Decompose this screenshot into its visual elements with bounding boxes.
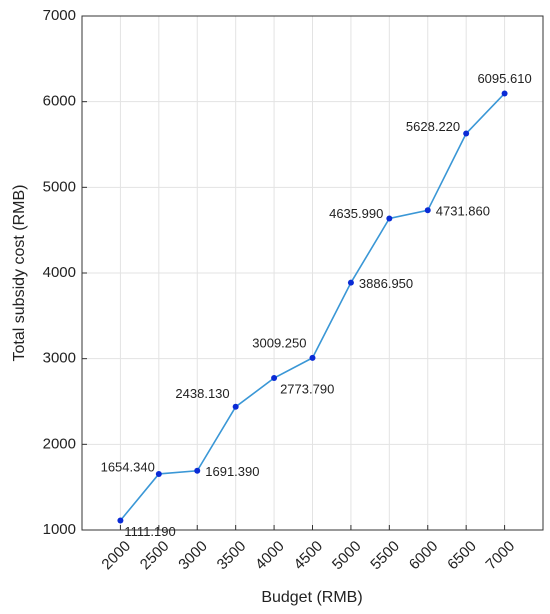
y-tick-label: 3000	[43, 350, 76, 367]
data-point	[271, 375, 278, 382]
data-point	[155, 470, 162, 477]
data-label: 1111.190	[124, 524, 175, 539]
y-axis-label: Total subsidy cost (RMB)	[11, 185, 28, 362]
data-label: 2773.790	[280, 381, 334, 396]
data-label: 2438.130	[175, 386, 229, 401]
data-point	[424, 207, 431, 214]
data-label: 3886.950	[359, 276, 413, 291]
data-point	[347, 279, 354, 286]
data-point	[194, 467, 201, 474]
data-point	[386, 215, 393, 222]
x-tick-label: 6000	[406, 538, 442, 574]
data-label: 1654.340	[101, 459, 155, 474]
x-tick-label: 7000	[483, 538, 519, 574]
x-tick-label: 5500	[367, 538, 403, 574]
data-label: 6095.610	[477, 71, 531, 86]
axes-box	[81, 15, 544, 531]
y-tick-label: 1000	[43, 521, 76, 538]
data-label: 4635.990	[329, 206, 383, 221]
x-axis-label: Budget (RMB)	[261, 589, 362, 606]
x-tick-label: 3500	[214, 538, 250, 574]
y-tick-label: 6000	[43, 93, 76, 110]
data-label: 5628.220	[406, 119, 460, 134]
data-label: 4731.860	[436, 204, 490, 219]
x-tick-label: 6500	[444, 538, 480, 574]
x-tick-label: 4500	[291, 538, 327, 574]
x-tick-label: 2000	[98, 538, 134, 574]
data-point	[232, 403, 239, 410]
y-tick-label: 2000	[43, 435, 76, 452]
x-tick-label: 2500	[137, 538, 173, 574]
x-tick-label: 3000	[175, 538, 211, 574]
y-tick-label: 7000	[43, 7, 76, 24]
x-tick-label: 4000	[252, 538, 288, 574]
x-tick-label: 5000	[329, 538, 365, 574]
data-point	[309, 354, 316, 361]
y-tick-label: 4000	[43, 264, 76, 281]
y-tick-label: 5000	[43, 178, 76, 195]
data-point	[463, 130, 470, 137]
data-point	[501, 90, 508, 97]
data-label: 3009.250	[252, 335, 306, 350]
data-label: 1691.390	[205, 464, 259, 479]
data-point	[117, 517, 124, 524]
